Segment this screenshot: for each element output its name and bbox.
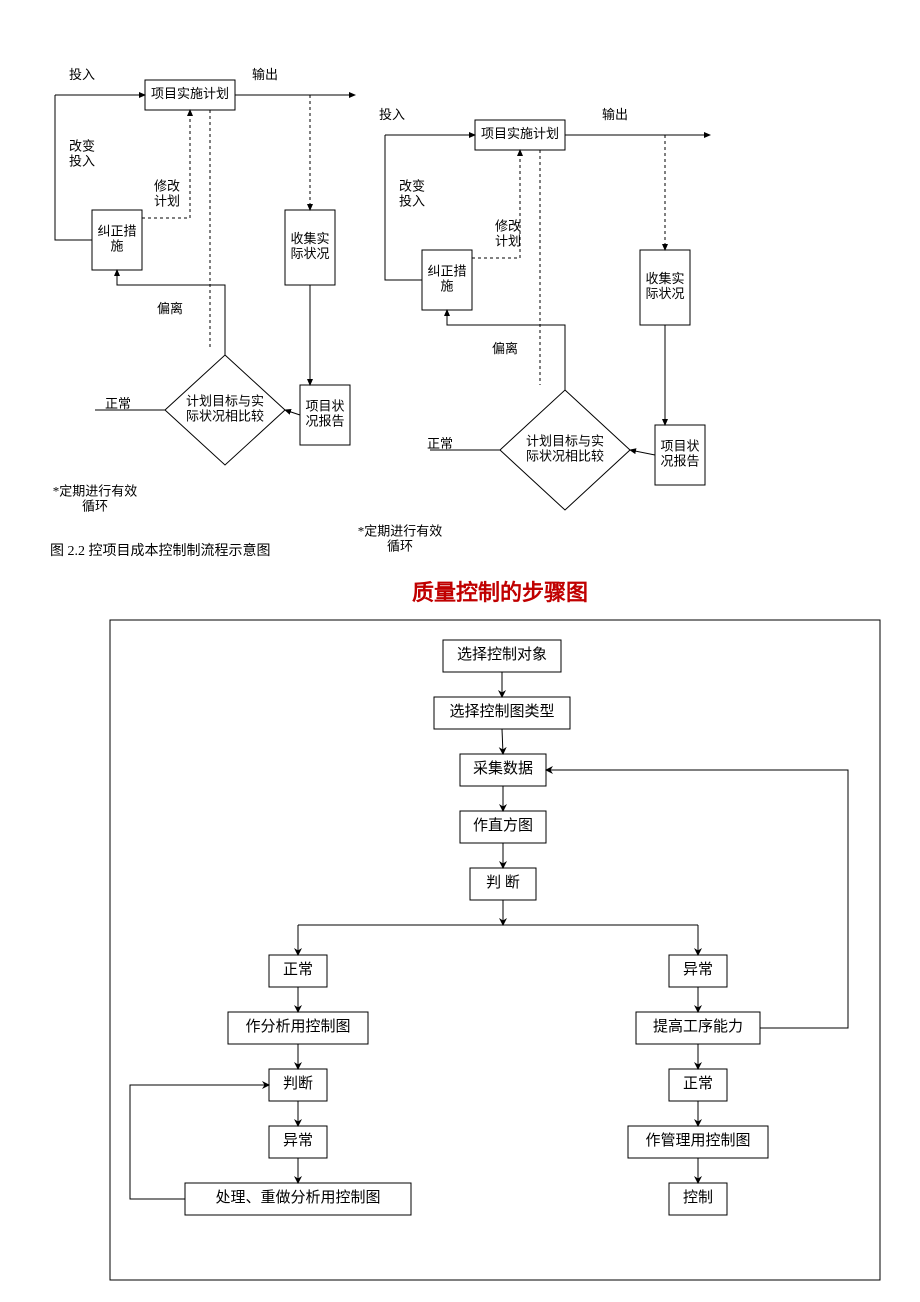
node-n5-label: 判 断 [486, 874, 520, 891]
lbl-normal: 正常 [427, 436, 453, 451]
node-n6-label: 正常 [283, 961, 313, 978]
node-plan-label: 项目实施计划 [151, 86, 229, 101]
lbl-modify-plan: 修改计划 [154, 179, 180, 209]
section-title: 质量控制的步骤图 [412, 580, 588, 605]
lbl-deviation: 偏离 [492, 341, 518, 356]
edge-feedback-left [130, 1085, 269, 1199]
node-n7-label: 异常 [683, 961, 713, 978]
lbl-cycle: *定期进行有效循环 [53, 484, 138, 514]
node-collect-label: 收集实际状况 [290, 231, 329, 261]
node-report-label: 项目状况报告 [660, 439, 699, 469]
lbl-modify-plan: 修改计划 [495, 219, 521, 249]
node-n12-label: 异常 [283, 1132, 313, 1149]
node-compare-label: 计划目标与实际状况相比较 [186, 394, 264, 424]
lbl-input: 投入 [69, 67, 95, 82]
lbl-cycle: *定期进行有效循环 [358, 524, 443, 554]
node-n10-label: 判断 [283, 1075, 313, 1092]
node-n9-label: 提高工序能力 [653, 1018, 743, 1035]
lbl-output: 输出 [252, 67, 278, 82]
node-n11-label: 正常 [683, 1075, 713, 1092]
node-report-label: 项目状况报告 [305, 399, 344, 429]
edge-report-compare [285, 410, 300, 415]
lbl-change-input: 改变投入 [69, 139, 95, 169]
node-n13-label: 作管理用控制图 [645, 1132, 750, 1149]
edge-n2-n3 [502, 729, 503, 754]
node-n2-label: 选择控制图类型 [449, 703, 554, 720]
node-n8-label: 作分析用控制图 [245, 1018, 350, 1035]
figure-caption: 图 2.2 控项目成本控制制流程示意图 [50, 542, 271, 559]
node-n15-label: 控制 [683, 1189, 713, 1206]
node-compare-label: 计划目标与实际状况相比较 [526, 434, 604, 464]
node-n4-label: 作直方图 [473, 817, 533, 834]
node-n3-label: 采集数据 [473, 760, 533, 777]
lbl-change-input: 改变投入 [399, 179, 425, 209]
edge-feedback-right [546, 770, 848, 1028]
node-collect-label: 收集实际状况 [645, 271, 684, 301]
lbl-input: 投入 [379, 107, 405, 122]
node-n1-label: 选择控制对象 [457, 646, 547, 663]
node-n14-label: 处理、重做分析用控制图 [215, 1189, 380, 1206]
lbl-normal: 正常 [105, 396, 131, 411]
lbl-output: 输出 [602, 107, 628, 122]
lbl-deviation: 偏离 [157, 301, 183, 316]
node-plan-label: 项目实施计划 [481, 126, 559, 141]
edge-report-compare [630, 450, 655, 455]
